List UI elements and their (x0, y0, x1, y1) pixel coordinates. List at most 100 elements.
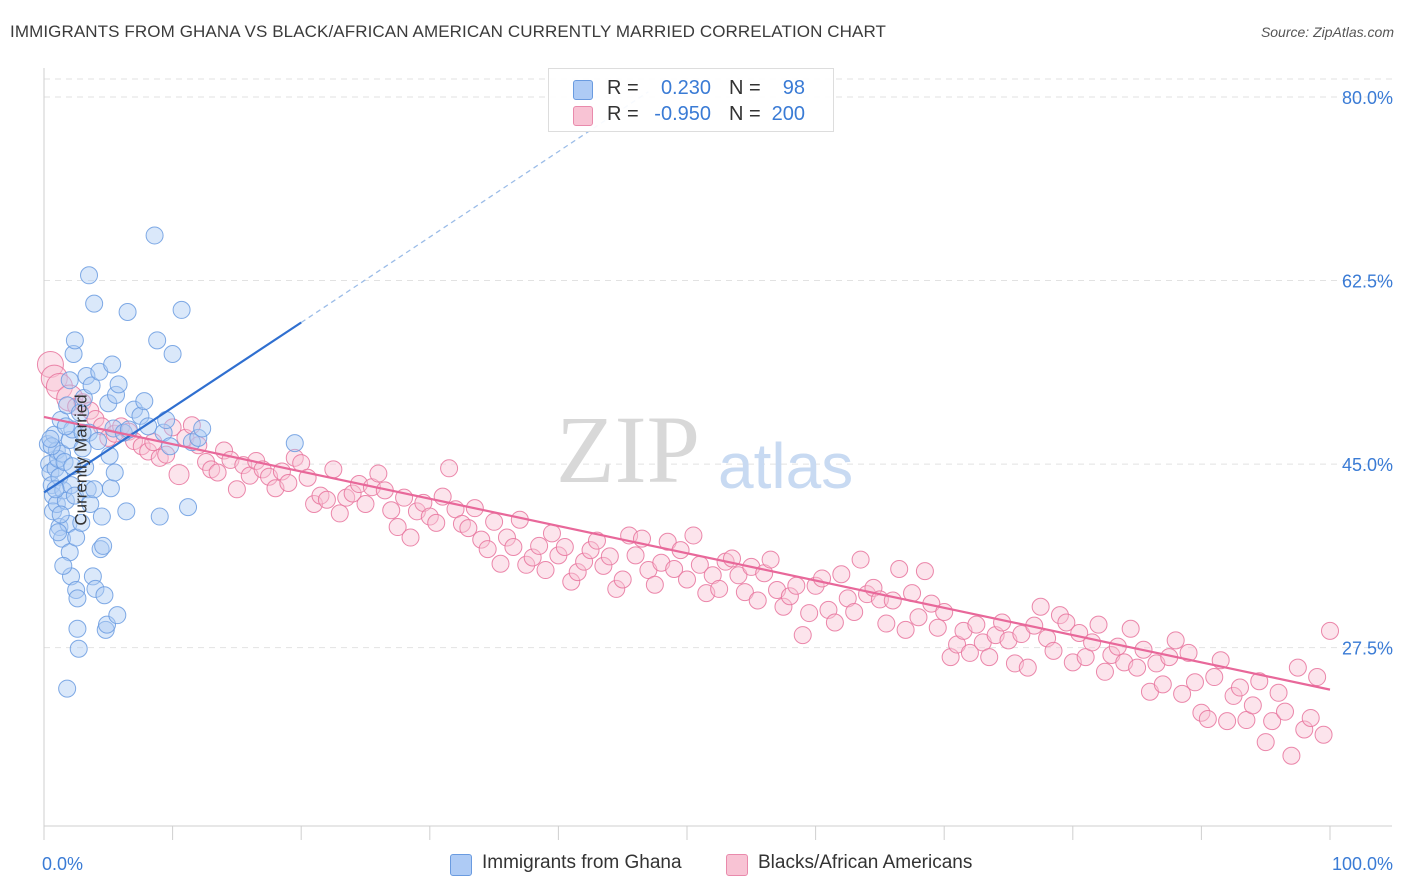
point-black (157, 445, 176, 464)
point-black (1243, 696, 1262, 715)
point-ghana (103, 355, 122, 374)
point-black (600, 547, 619, 566)
point-black (568, 563, 587, 582)
point-black (279, 473, 298, 492)
point-black (993, 613, 1012, 632)
y-tick-label: 62.5% (1342, 272, 1393, 292)
x-tick-label: 100.0% (1332, 854, 1393, 874)
point-ghana (82, 376, 101, 395)
point-black (168, 464, 190, 486)
point-ghana (81, 494, 100, 513)
point-black (330, 504, 349, 523)
trend-line-ghana-extended (300, 91, 649, 324)
point-ghana (78, 480, 97, 499)
point-ghana (179, 498, 198, 517)
point-ghana (73, 439, 92, 458)
point-ghana (161, 437, 180, 456)
point-black (485, 512, 504, 531)
point-black (710, 579, 729, 598)
point-black (356, 494, 375, 513)
source-label: Source: ZipAtlas.com (1260, 24, 1394, 40)
point-black (1083, 633, 1102, 652)
trend-line-black (43, 415, 1331, 691)
stats-legend: R = 0.230 N = 98 R = -0.950 N = 200 (548, 68, 834, 132)
point-black (1012, 625, 1031, 644)
point-ghana (65, 331, 84, 350)
point-black (227, 480, 246, 499)
point-ghana (58, 679, 77, 698)
point-ghana (109, 375, 128, 394)
point-black (1275, 702, 1294, 721)
point-black (1095, 662, 1114, 681)
point-black (678, 570, 696, 589)
point-black (845, 603, 864, 622)
point-black (1198, 710, 1217, 729)
point-black (1173, 684, 1192, 703)
point-black (1057, 613, 1076, 632)
point-black (684, 526, 703, 545)
point-black (1205, 668, 1224, 687)
point-ghana (118, 303, 137, 322)
point-black (896, 620, 915, 639)
point-ghana (157, 411, 176, 430)
point-ghana (98, 615, 117, 634)
point-black (1050, 606, 1069, 625)
point-black (825, 613, 844, 632)
tick-labels: 27.5% 45.0% 62.5% 80.0% 0.0% 100.0% (42, 88, 1393, 874)
r-label: R = (607, 103, 639, 125)
point-black (1230, 678, 1249, 697)
trend-line-ghana (43, 321, 302, 494)
point-ghana (51, 505, 70, 524)
watermark-zip: ZIP (556, 396, 700, 503)
point-ghana (68, 619, 87, 638)
point-black (877, 614, 896, 633)
point-black (813, 569, 832, 588)
n-label: N = (729, 77, 761, 99)
point-black (735, 583, 754, 602)
point-black (1166, 631, 1185, 650)
point-black (761, 550, 780, 569)
point-ghana (145, 226, 164, 245)
point-black (1295, 720, 1314, 739)
point-ghana (85, 294, 104, 313)
point-ghana (54, 556, 73, 575)
point-black (530, 536, 549, 555)
point-black (427, 513, 446, 532)
point-black (774, 597, 793, 616)
n-value: 200 (771, 103, 805, 125)
point-black (1185, 673, 1204, 692)
point-black (1089, 615, 1108, 634)
point-black (1044, 641, 1063, 660)
point-black (960, 643, 979, 662)
point-ghana (72, 513, 91, 532)
point-ghana (189, 428, 208, 447)
point-black (40, 364, 68, 392)
point-black (800, 604, 819, 623)
stats-swatch-ghana (573, 80, 593, 100)
point-black (780, 587, 799, 606)
y-tick-label: 27.5% (1342, 639, 1393, 659)
point-black (915, 562, 934, 581)
point-black (1282, 746, 1301, 765)
point-ghana (148, 331, 167, 350)
point-black (1179, 643, 1198, 662)
point-ghana (101, 479, 120, 498)
legend-swatch-black (726, 854, 748, 876)
point-black (1308, 668, 1327, 687)
point-black (980, 648, 999, 667)
legend-label-black: Blacks/African Americans (758, 852, 973, 873)
y-axis-label: Currently Married (71, 394, 91, 526)
point-black (607, 579, 626, 598)
point-black (1256, 733, 1275, 752)
point-black (45, 372, 73, 400)
point-ghana (150, 507, 169, 526)
point-ghana (131, 406, 150, 425)
stats-row-black: R = -0.950 N = 200 (549, 101, 833, 127)
point-black (472, 530, 491, 549)
series-legend: Immigrants from Ghana Blacks/African Ame… (0, 850, 1406, 880)
point-ghana (80, 266, 99, 285)
point-ghana (117, 502, 136, 521)
point-black (1301, 708, 1320, 727)
point-black (645, 575, 664, 594)
point-black (1321, 621, 1339, 640)
